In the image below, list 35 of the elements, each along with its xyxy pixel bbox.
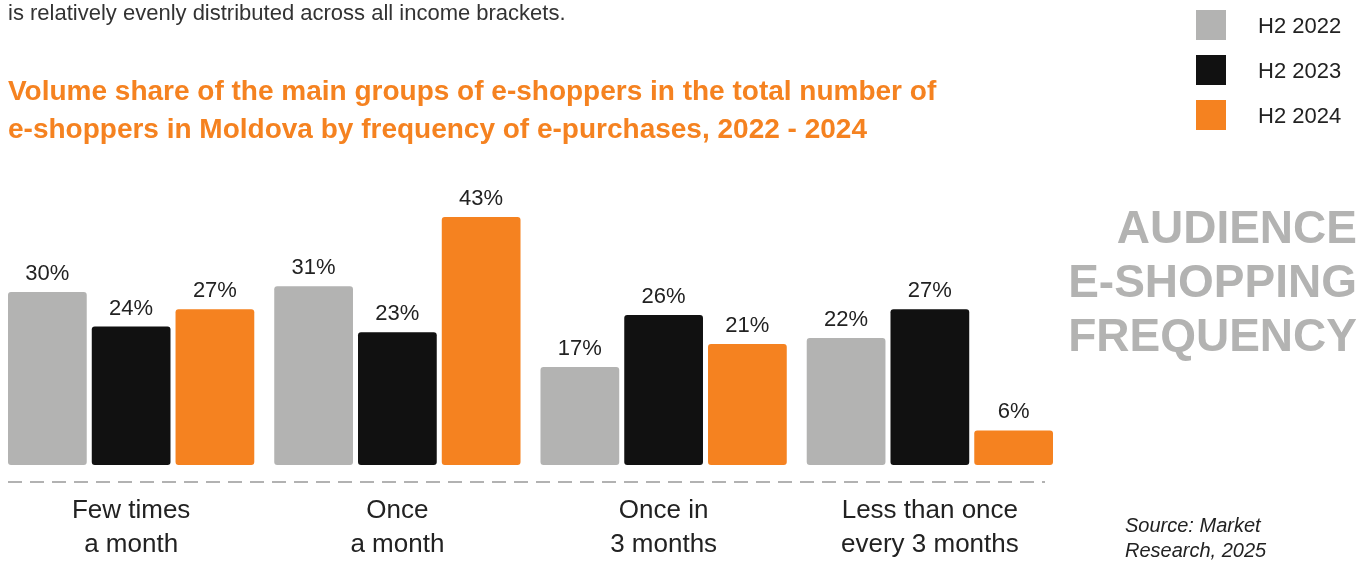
data-label: 24% xyxy=(109,294,154,320)
bar xyxy=(806,338,886,465)
data-label: 26% xyxy=(641,283,686,309)
bar xyxy=(91,326,171,465)
data-label: 27% xyxy=(192,277,237,303)
x-tick-label: Less than once every 3 months xyxy=(840,494,1019,558)
bar xyxy=(175,309,255,465)
bar xyxy=(441,217,521,465)
bar xyxy=(358,332,437,465)
data-label: 17% xyxy=(557,334,602,360)
data-label: 30% xyxy=(25,259,70,285)
x-tick-label: Once a month xyxy=(350,494,445,558)
data-label: 43% xyxy=(459,185,504,210)
text: is relatively evenly distributed across all income brackets. xyxy=(8,0,566,25)
data-label: 21% xyxy=(725,311,770,337)
bar xyxy=(708,343,787,465)
bar xyxy=(8,291,87,465)
bar xyxy=(974,430,1053,465)
data-label: 23% xyxy=(375,300,420,326)
x-tick-label: Once in 3 months xyxy=(610,494,718,558)
data-label: 22% xyxy=(824,306,869,332)
bar xyxy=(274,286,353,465)
bar xyxy=(890,309,970,465)
chart-title: Volume share of the main groups of e-shoppers in the total number of e-shoppers in Moldova by frequency of e-purchases, 2022 - 2024 xyxy=(8,75,937,144)
text: AUDIENCE E-SHOPPING FREQUENCY xyxy=(1068,201,1357,361)
legend-label: H2 2022 xyxy=(1258,13,1342,38)
legend-label: H2 2023 xyxy=(1258,58,1342,83)
bar xyxy=(624,315,703,465)
legend-label: H2 2024 xyxy=(1258,103,1342,128)
data-label: 6% xyxy=(997,398,1030,424)
data-label: 31% xyxy=(291,254,336,280)
source-note: Source: Market Research, 2025 xyxy=(1125,514,1268,561)
data-label: 27% xyxy=(907,277,952,303)
bar xyxy=(540,366,620,465)
x-tick-label: Few times a month xyxy=(71,494,191,558)
